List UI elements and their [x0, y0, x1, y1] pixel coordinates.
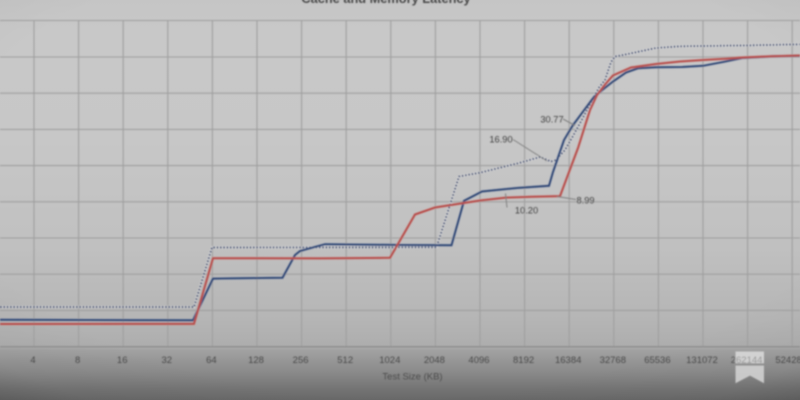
svg-text:10.20: 10.20: [515, 206, 538, 216]
svg-text:256: 256: [293, 355, 309, 366]
svg-text:4096: 4096: [468, 355, 489, 366]
svg-text:32: 32: [162, 355, 173, 366]
svg-text:32768: 32768: [600, 355, 626, 366]
svg-text:16384: 16384: [555, 355, 581, 366]
svg-text:Test Size (KB): Test Size (KB): [382, 372, 442, 383]
svg-text:Cache and Memory Latency: Cache and Memory Latency: [301, 0, 471, 6]
svg-text:8: 8: [75, 355, 80, 366]
svg-text:8.99: 8.99: [576, 196, 594, 206]
svg-text:128: 128: [248, 355, 264, 366]
svg-text:524288: 524288: [775, 355, 800, 366]
svg-text:16.90: 16.90: [489, 135, 512, 145]
svg-text:16: 16: [117, 355, 128, 366]
svg-text:512: 512: [337, 355, 353, 366]
svg-text:2048: 2048: [424, 355, 445, 366]
svg-text:64: 64: [206, 355, 217, 366]
svg-text:8192: 8192: [513, 355, 534, 366]
svg-text:30.77: 30.77: [540, 115, 563, 125]
svg-text:4: 4: [30, 355, 35, 366]
svg-text:1024: 1024: [379, 355, 400, 366]
svg-text:131072: 131072: [686, 355, 718, 366]
svg-text:65536: 65536: [644, 355, 670, 366]
